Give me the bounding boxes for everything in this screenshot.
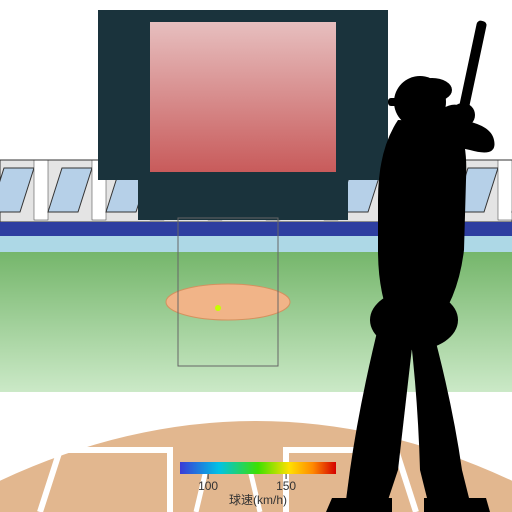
- pitch-location-diagram: 100 150 球速(km/h): [0, 0, 512, 512]
- legend-title: 球速(km/h): [229, 493, 287, 507]
- scoreboard: [98, 10, 388, 220]
- legend-gradient-bar: [180, 462, 336, 474]
- pitchers-mound: [166, 284, 290, 320]
- pitch-points: [215, 305, 221, 311]
- pitch-point: [215, 305, 221, 311]
- scoreboard-screen: [150, 22, 336, 172]
- legend-tick-label: 100: [198, 479, 218, 493]
- legend-tick-label: 150: [276, 479, 296, 493]
